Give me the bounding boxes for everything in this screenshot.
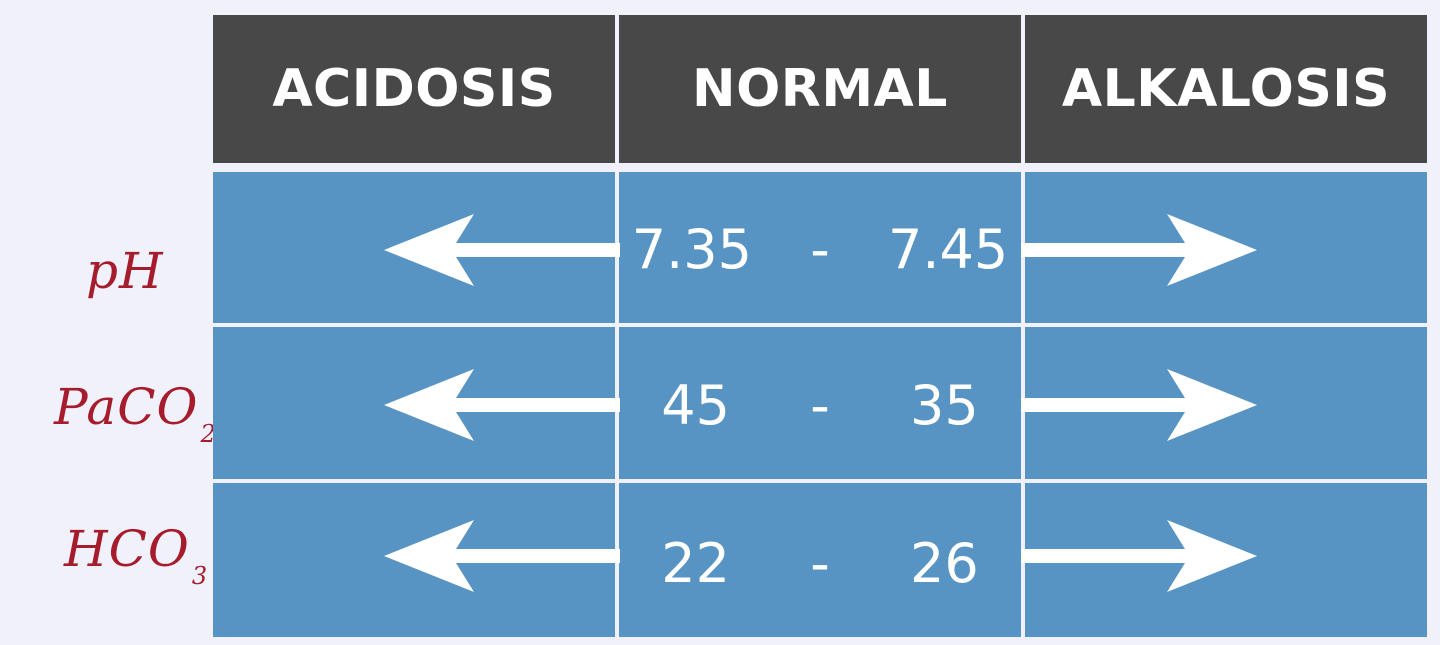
row-label-ph-text: pH: [86, 242, 164, 300]
row-label-ph: pH: [86, 246, 164, 296]
range-hco3-separator: -: [810, 532, 830, 595]
arrow-right-icon: [1021, 369, 1257, 441]
cell-paco2-normal: [619, 327, 1021, 479]
header-acidosis: ACIDOSIS: [213, 15, 615, 163]
header-alkalosis: ALKALOSIS: [1025, 15, 1427, 163]
range-paco2-separator: -: [810, 374, 830, 437]
row-label-hco3-text: HCO: [64, 520, 190, 578]
header-alkalosis-text: ALKALOSIS: [1061, 59, 1391, 119]
row-label-paco2-text: PaCO: [54, 378, 199, 436]
arrow-left-icon: [384, 369, 620, 441]
row-label-paco2: PaCO2: [54, 382, 217, 446]
header-normal: NORMAL: [619, 15, 1021, 163]
range-hco3-high: 26: [910, 532, 979, 595]
range-ph-low: 7.35: [631, 218, 752, 281]
cell-ph-normal: [619, 172, 1021, 323]
header-normal-text: NORMAL: [692, 59, 948, 119]
row-label-hco3: HCO3: [64, 524, 208, 588]
header-acidosis-text: ACIDOSIS: [272, 59, 556, 119]
arrow-left-icon: [384, 520, 620, 592]
range-ph-separator: -: [810, 218, 830, 281]
range-paco2-high: 35: [910, 374, 979, 437]
range-hco3-low: 22: [661, 532, 730, 595]
row-label-hco3-subscript: 3: [191, 562, 209, 590]
arrow-right-icon: [1021, 520, 1257, 592]
range-ph-high: 7.45: [888, 218, 1009, 281]
cell-hco3-normal: [619, 483, 1021, 637]
arrow-right-icon: [1021, 214, 1257, 286]
range-paco2-low: 45: [661, 374, 730, 437]
arrow-left-icon: [384, 214, 620, 286]
row-label-paco2-subscript: 2: [200, 420, 217, 448]
